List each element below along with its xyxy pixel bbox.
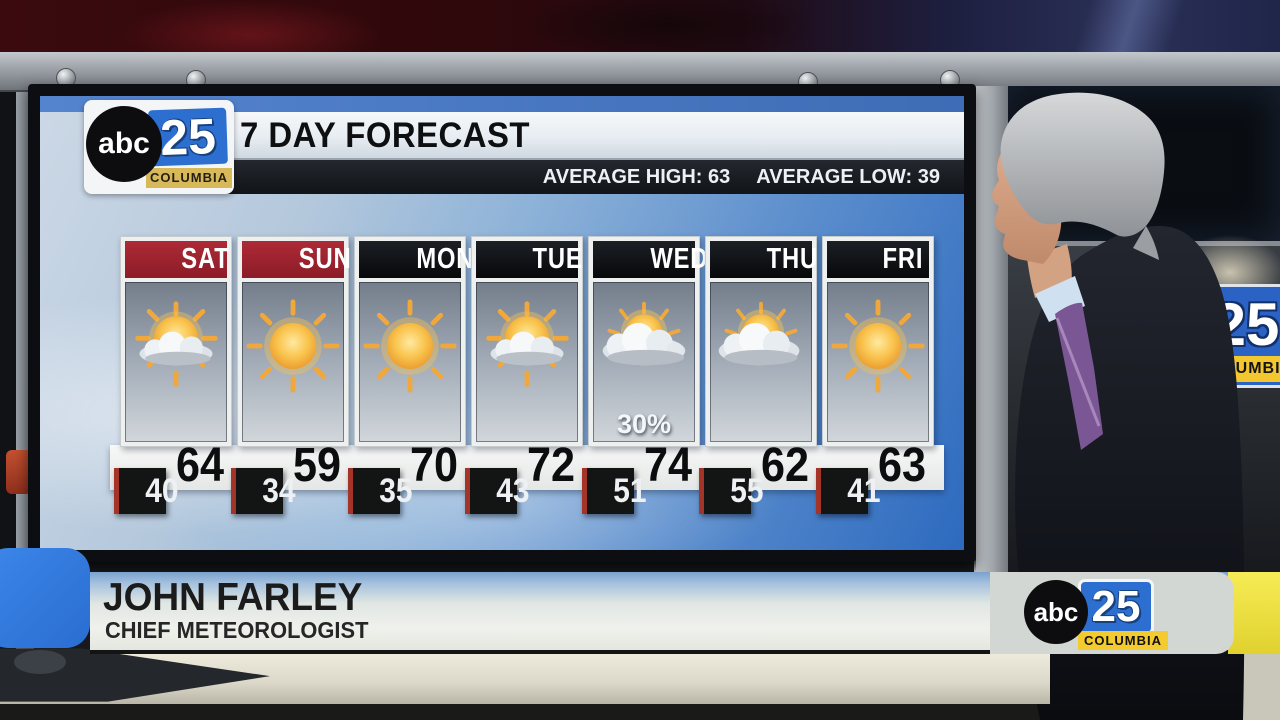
sun-icon	[246, 299, 340, 393]
forecast-screen: 7 DAY FORECAST AVERAGE HIGH: 63 AVERAGE L…	[40, 96, 964, 550]
presenter-title: CHIEF METEOROLOGIST	[105, 617, 369, 643]
stand-knob	[14, 650, 66, 674]
lower-third-logo-box: abc 25 COLUMBIA	[990, 572, 1234, 654]
precip-chance: 30%	[616, 409, 672, 439]
day-name: THU	[710, 241, 817, 278]
forecast-board: 7 DAY FORECAST AVERAGE HIGH: 63 AVERAGE L…	[28, 84, 976, 562]
mostly-cloudy-icon	[718, 301, 800, 366]
lower-third-yellow-block	[1228, 572, 1280, 654]
condition-panel	[827, 282, 929, 442]
condition-panel: 30%	[593, 282, 695, 442]
station-logo: abc 25 COLUMBIA	[84, 100, 234, 194]
low-temp: 43	[465, 468, 529, 514]
backdrop-dark-blotch	[520, 0, 820, 60]
low-temp: 35	[348, 468, 412, 514]
high-temp: 70	[409, 439, 459, 492]
studio-floor	[0, 700, 1280, 720]
forecast-column-tue: TUE	[471, 236, 583, 447]
high-temp: 59	[292, 439, 342, 492]
screen-top-strip	[40, 96, 964, 112]
forecast-title-bar: 7 DAY FORECAST	[226, 112, 964, 160]
presenter-name: JOHN FARLEY	[103, 576, 363, 619]
low-temp: 40	[114, 468, 178, 514]
day-name: SAT	[125, 241, 229, 278]
high-temp: 74	[643, 439, 693, 492]
set-left-frame	[0, 92, 16, 654]
station-number: 25	[1078, 579, 1154, 635]
forecast-column-wed: WED	[588, 236, 707, 447]
abc-circle-icon: abc	[86, 106, 162, 182]
forecast-column-thu: THU	[705, 236, 817, 447]
sun-behind-cloud-icon	[486, 301, 569, 387]
day-name: FRI	[827, 241, 929, 278]
sun-icon	[831, 299, 925, 393]
low-temp: 41	[816, 468, 880, 514]
mostly-cloudy-icon	[602, 301, 686, 366]
average-low-value: 39	[917, 166, 940, 188]
forecast-column-sat: SAT	[120, 236, 232, 447]
day-name: WED	[593, 241, 707, 278]
high-temp: 72	[526, 439, 576, 492]
condition-panel	[710, 282, 812, 442]
high-temp: 62	[760, 439, 810, 492]
forecast-title: 7 DAY FORECAST	[240, 116, 530, 155]
forecast-column-mon: MON	[354, 236, 473, 447]
low-temp: 55	[699, 468, 763, 514]
tie-stripe	[1055, 317, 1101, 427]
averages-bar: AVERAGE HIGH: 63 AVERAGE LOW: 39	[226, 160, 964, 194]
forecast-column-fri: FRI	[822, 236, 934, 447]
abc-circle-icon: abc	[1024, 580, 1088, 644]
average-low-label: AVERAGE LOW:	[756, 166, 913, 188]
red-knob	[6, 450, 32, 494]
hair-back	[1133, 226, 1159, 260]
forecast-column-sun: SUN	[237, 236, 351, 447]
condition-panel	[242, 282, 344, 442]
condition-panel	[476, 282, 578, 442]
low-temp: 51	[582, 468, 646, 514]
high-temp: 64	[175, 439, 225, 492]
lower-third-blue-box	[0, 548, 90, 648]
day-name: MON	[359, 241, 473, 278]
high-temp: 63	[877, 439, 927, 492]
condition-panel	[359, 282, 461, 442]
right-shelf	[1238, 648, 1280, 720]
condition-panel	[125, 282, 227, 442]
day-name: TUE	[476, 241, 582, 278]
tie	[1055, 302, 1103, 450]
average-high-value: 63	[708, 166, 731, 188]
sun-behind-cloud-icon	[135, 301, 218, 387]
average-high-label: AVERAGE HIGH:	[542, 166, 703, 188]
station-city: COLUMBIA	[146, 168, 232, 188]
low-temp: 34	[231, 468, 295, 514]
day-name: SUN	[242, 241, 351, 278]
hair	[1000, 92, 1165, 237]
sun-icon	[363, 299, 457, 393]
station-city: COLUMBIA	[1078, 631, 1168, 650]
